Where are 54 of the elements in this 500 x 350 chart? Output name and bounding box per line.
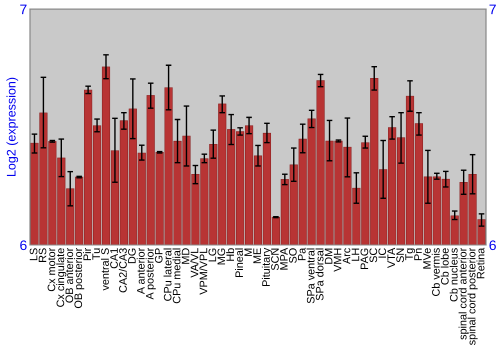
x-tick-label: LH	[352, 248, 360, 261]
x-tick-label: MVe	[423, 248, 431, 269]
x-tick-label: spinal cord anterior	[458, 248, 469, 340]
x-tick-label: Retina	[476, 248, 484, 278]
x-tick-label: Cx motor	[48, 248, 56, 292]
x-tick-label: Cb vermis	[432, 248, 440, 296]
x-tick-label: Cb nucleus	[450, 248, 458, 302]
x-tick-label: SN	[396, 248, 404, 262]
x-tick-label: Pir	[83, 248, 91, 260]
x-tick-label: Pituitary	[262, 248, 272, 286]
y-axis-title: Log2 (expression)	[6, 78, 18, 176]
x-tick-label: A posterior	[146, 248, 156, 300]
x-tick-label: M	[244, 248, 252, 256]
x-tick-label: VMH	[334, 248, 342, 272]
x-tick-label: Cx cingulate	[56, 248, 66, 307]
x-tick-label: MD	[182, 248, 190, 264]
x-tick-label: DM	[324, 248, 332, 264]
x-tick-label: LG	[208, 248, 216, 262]
x-tick-label: VA/VL	[190, 248, 198, 278]
x-tick-label: OB posterior	[74, 248, 84, 308]
x-tick-label: CA1	[110, 248, 118, 268]
x-tick-label: Hb	[226, 248, 234, 261]
y2-tick-label: 6	[489, 240, 496, 250]
x-tick-label: Cb lobe	[440, 248, 449, 285]
x-tick-label: CA2/CA3	[118, 248, 127, 292]
x-tick-label: A anterior	[136, 248, 145, 294]
x-tick-label: VPM/VPL	[199, 248, 208, 295]
x-tick-label: spinal cord posterior	[468, 248, 478, 346]
x-tick-label: CPu lateral	[164, 248, 172, 301]
x-tick-label: Arc	[342, 248, 350, 264]
x-tick-label: CPu medial	[172, 248, 180, 304]
x-tick-label: MG	[217, 248, 226, 264]
x-tick-label: ventral S	[100, 248, 109, 290]
x-tick-label: LS	[30, 248, 38, 260]
x-tick-label: ME	[253, 248, 261, 264]
x-tick-label: RS	[38, 248, 46, 262]
x-tick-label: Pa	[298, 248, 306, 260]
y2-tick-label: 7	[489, 4, 496, 14]
x-tick-label: IC	[378, 248, 386, 258]
x-tick-label: Pineal	[235, 248, 244, 277]
x-tick-label: OB anterior	[65, 248, 74, 303]
x-tick-label: SPa dorsal	[316, 248, 324, 300]
x-tick-label: DG	[128, 248, 136, 264]
x-tick-label: SO	[289, 248, 297, 263]
x-tick-label: PAG	[360, 248, 368, 269]
x-tick-label: VTA	[387, 248, 395, 268]
x-tick-label: SCN	[271, 248, 279, 270]
x-tick-label: GP	[154, 248, 163, 263]
x-tick-label: Tu	[92, 248, 100, 260]
x-tick-label: Pn	[414, 248, 422, 260]
x-tick-label: SPa ventral	[306, 248, 315, 304]
x-tick-label: MPA	[280, 248, 288, 270]
x-tick-label: Tg	[405, 248, 416, 260]
x-tick-label: SC	[369, 248, 378, 262]
